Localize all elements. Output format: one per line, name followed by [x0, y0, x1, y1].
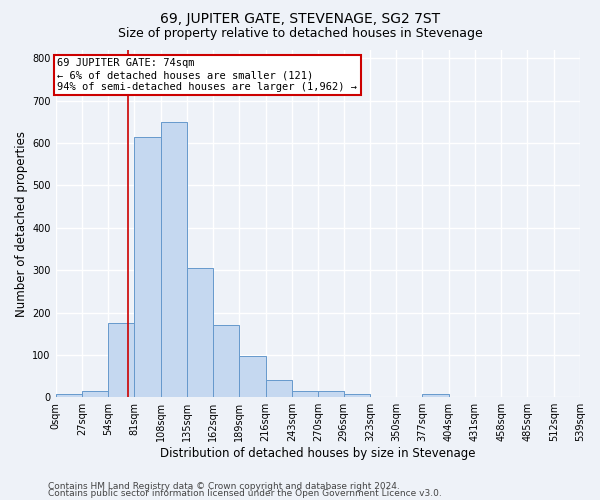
Bar [292, 391, 318, 397]
Bar [213, 325, 239, 397]
X-axis label: Distribution of detached houses by size in Stevenage: Distribution of detached houses by size … [160, 447, 476, 460]
Bar [56, 394, 82, 397]
Bar [344, 394, 370, 397]
Text: 69 JUPITER GATE: 74sqm
← 6% of detached houses are smaller (121)
94% of semi-det: 69 JUPITER GATE: 74sqm ← 6% of detached … [58, 58, 358, 92]
Bar [134, 137, 161, 397]
Text: Contains HM Land Registry data © Crown copyright and database right 2024.: Contains HM Land Registry data © Crown c… [48, 482, 400, 491]
Bar [422, 394, 449, 397]
Bar [108, 323, 134, 397]
Text: Size of property relative to detached houses in Stevenage: Size of property relative to detached ho… [118, 28, 482, 40]
Bar [161, 122, 187, 397]
Bar [187, 268, 213, 397]
Bar [82, 392, 108, 397]
Bar [318, 391, 344, 397]
Bar [239, 356, 266, 397]
Text: 69, JUPITER GATE, STEVENAGE, SG2 7ST: 69, JUPITER GATE, STEVENAGE, SG2 7ST [160, 12, 440, 26]
Text: Contains public sector information licensed under the Open Government Licence v3: Contains public sector information licen… [48, 489, 442, 498]
Y-axis label: Number of detached properties: Number of detached properties [15, 130, 28, 316]
Bar [266, 380, 292, 397]
